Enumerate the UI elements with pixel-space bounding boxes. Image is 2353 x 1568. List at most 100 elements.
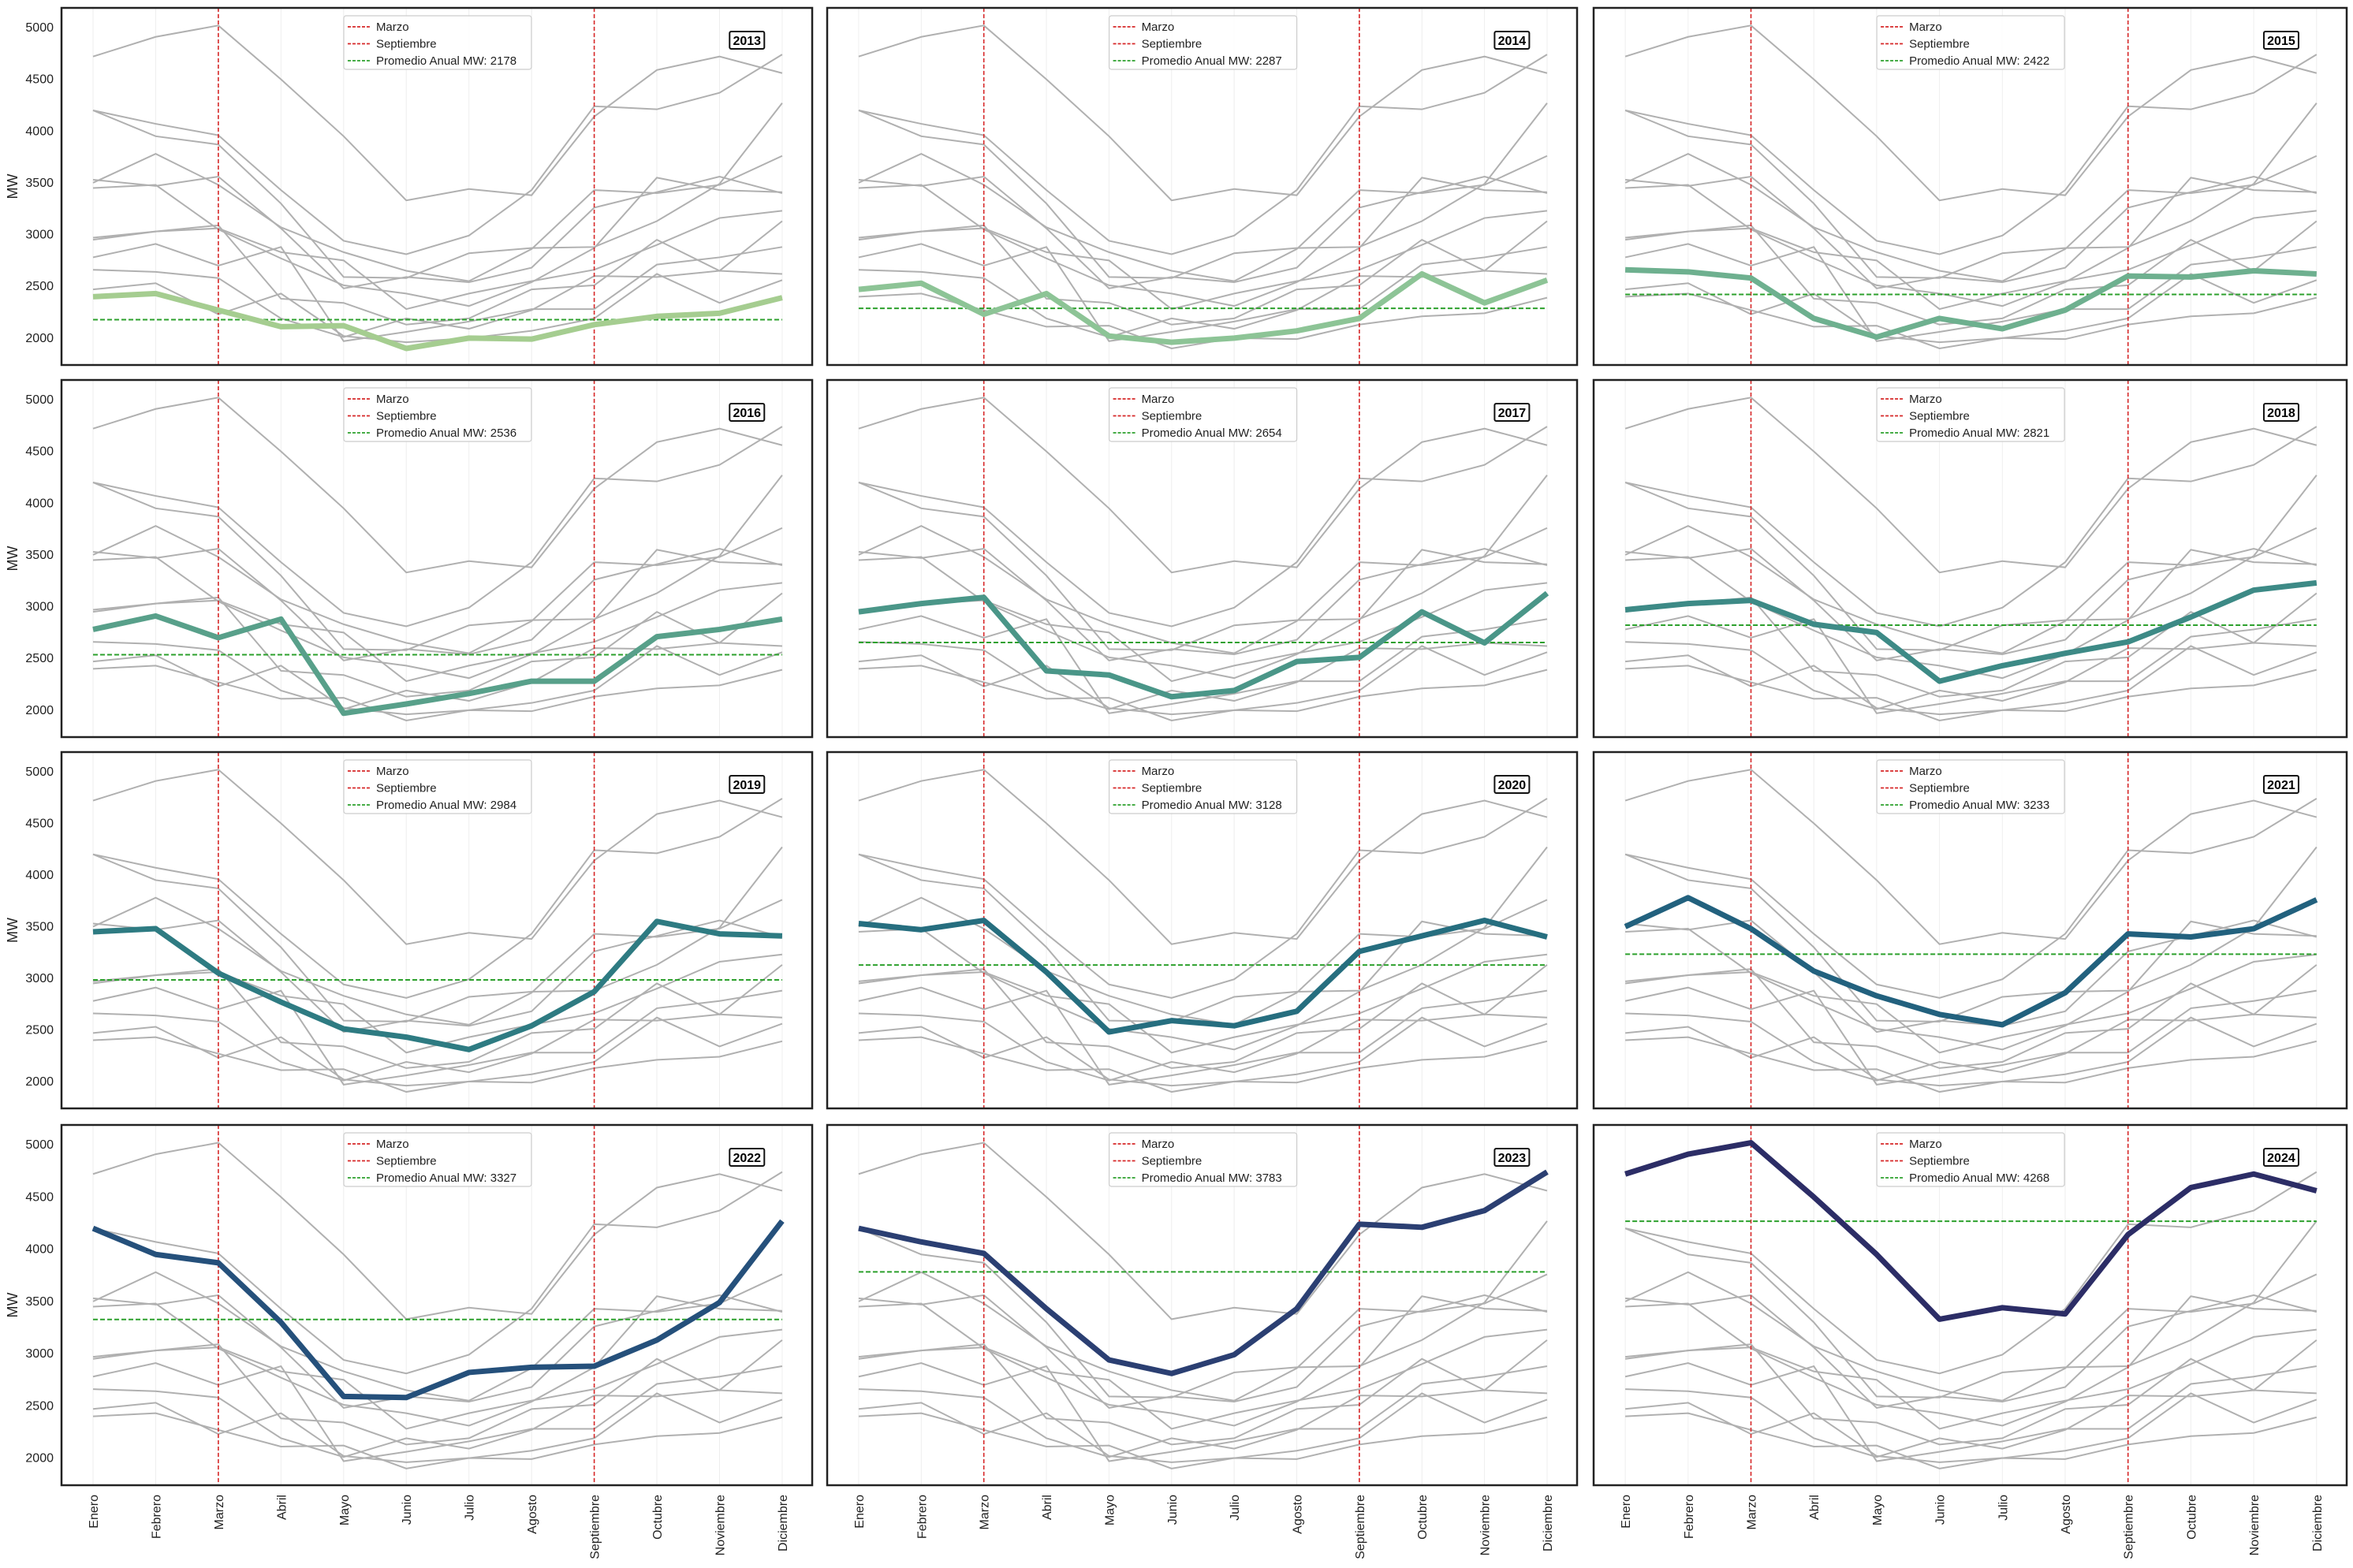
legend-label: Septiembre [1909, 410, 1970, 423]
context-line-2023 [859, 54, 1547, 254]
x-tick-label: Diciembre [1542, 1495, 1555, 1551]
legend-label: Marzo [376, 1138, 409, 1151]
context-line-2016 [93, 244, 782, 341]
series-line-2016 [93, 616, 782, 713]
context-line-2020 [93, 549, 782, 661]
x-tick-label: Junio [1166, 1495, 1180, 1525]
context-line-2016 [93, 988, 782, 1085]
legend-label: Septiembre [1909, 38, 1970, 51]
y-tick-label: 3500 [25, 177, 54, 190]
y-tick-label: 3000 [25, 601, 54, 614]
x-tick-label: Noviembre [1479, 1495, 1493, 1555]
context-line-2014 [93, 646, 782, 714]
y-tick-label: 4500 [25, 73, 54, 87]
context-line-2020 [859, 177, 1547, 289]
context-line-2019 [859, 1296, 1547, 1425]
y-tick-label: 4000 [25, 1243, 54, 1257]
legend-label: Promedio Anual MW: 3783 [1142, 1171, 1282, 1185]
y-axis-label: MW [5, 1292, 21, 1317]
year-label: 2020 [1498, 779, 1527, 792]
context-line-2023 [1625, 54, 2317, 254]
context-line-2017 [859, 1340, 1547, 1444]
y-tick-label: 2500 [25, 1023, 54, 1037]
legend-label: Promedio Anual MW: 2654 [1142, 426, 1282, 440]
y-tick-label: 4500 [25, 817, 54, 830]
context-line-2014 [1625, 1393, 2317, 1462]
x-tick-label: Enero [88, 1495, 101, 1529]
x-tick-label: Abril [1808, 1495, 1822, 1520]
context-line-2023 [1625, 1172, 2317, 1374]
x-tick-label: Abril [1041, 1495, 1054, 1520]
year-label: 2016 [733, 407, 761, 420]
context-line-2019 [93, 1296, 782, 1425]
context-line-2014 [1625, 646, 2317, 714]
legend-label: Promedio Anual MW: 2178 [376, 54, 516, 68]
series-line-2019 [93, 922, 782, 1049]
legend-label: Septiembre [376, 410, 437, 423]
y-tick-label: 5000 [25, 1138, 54, 1152]
legend-label: Marzo [1142, 765, 1175, 778]
context-line-2019 [93, 922, 782, 1049]
x-tick-label: Abril [275, 1495, 289, 1520]
context-line-2016 [1625, 988, 2317, 1085]
year-label: 2018 [2267, 407, 2295, 420]
x-tick-label: Febrero [150, 1495, 163, 1539]
legend-label: Septiembre [376, 1155, 437, 1168]
legend-label: Marzo [1909, 393, 1942, 406]
context-line-2018 [1625, 1330, 2317, 1429]
x-tick-label: Mayo [338, 1495, 352, 1525]
y-tick-label: 4500 [25, 445, 54, 459]
y-tick-label: 5000 [25, 393, 54, 407]
year-label: 2019 [733, 779, 761, 792]
context-line-2014 [1625, 274, 2317, 342]
context-line-2018 [859, 1330, 1547, 1429]
context-line-2020 [93, 177, 782, 289]
y-tick-label: 2000 [25, 1075, 54, 1089]
legend-label: Septiembre [376, 38, 437, 51]
context-line-2023 [1625, 799, 2317, 998]
y-tick-label: 2000 [25, 704, 54, 717]
x-tick-label: Julio [1997, 1495, 2010, 1521]
context-line-2016 [859, 988, 1547, 1085]
year-label: 2022 [733, 1152, 761, 1165]
context-line-2018 [859, 210, 1547, 309]
x-tick-label: Mayo [1103, 1495, 1117, 1525]
context-line-2023 [93, 799, 782, 998]
year-label: 2023 [1498, 1152, 1527, 1165]
context-line-2019 [859, 549, 1547, 678]
x-tick-label: Marzo [979, 1495, 992, 1530]
y-tick-label: 2000 [25, 332, 54, 345]
context-line-2018 [93, 210, 782, 309]
context-line-2019 [93, 549, 782, 678]
series-line-2017 [859, 593, 1547, 696]
x-tick-label: Febrero [915, 1495, 929, 1539]
context-line-2014 [859, 1393, 1547, 1462]
context-line-2017 [93, 593, 782, 696]
y-tick-label: 2500 [25, 280, 54, 293]
y-axis-label: MW [5, 173, 21, 199]
year-label: 2017 [1498, 407, 1527, 420]
x-tick-label: Febrero [1683, 1495, 1696, 1539]
legend-label: Marzo [1909, 765, 1942, 778]
context-line-2018 [1625, 583, 2317, 681]
context-line-2023 [859, 426, 1547, 626]
legend-label: Septiembre [1909, 782, 1970, 795]
context-line-2023 [859, 799, 1547, 998]
x-tick-label: Agosto [1291, 1495, 1304, 1534]
context-line-2014 [859, 646, 1547, 714]
year-label: 2013 [733, 35, 761, 48]
legend-label: Promedio Anual MW: 2536 [376, 426, 516, 440]
context-line-2020 [859, 1295, 1547, 1408]
y-tick-label: 3000 [25, 229, 54, 242]
x-tick-label: Octubre [1416, 1495, 1430, 1540]
context-line-2014 [859, 1018, 1547, 1086]
y-tick-label: 4000 [25, 497, 54, 510]
context-line-2016 [859, 616, 1547, 713]
context-line-2018 [93, 955, 782, 1052]
year-label: 2021 [2267, 779, 2295, 792]
